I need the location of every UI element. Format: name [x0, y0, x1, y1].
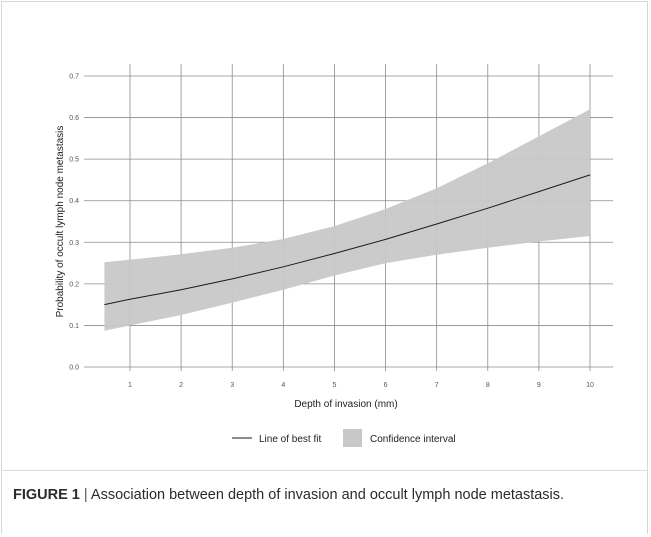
x-axis-title: Depth of invasion (mm): [294, 399, 397, 410]
y-tick-label: 0.7: [69, 74, 79, 81]
y-tick-label: 0.2: [69, 281, 79, 288]
caption-separator: |: [83, 487, 88, 503]
tick-labels: 0.0 0.1 0.2 0.3 0.4 0.5 0.6 0.7 1 2 3 4 5 6 7 8 9 10: [69, 74, 594, 390]
y-tick-label: 0.3: [69, 240, 79, 247]
legend: Line of best fit Confidence interval: [232, 429, 456, 447]
caption-label: FIGURE 1: [13, 487, 80, 503]
x-tick-label: 7: [435, 382, 439, 389]
y-tick-label: 0.0: [69, 365, 79, 372]
x-tick-label: 1: [128, 382, 132, 389]
y-tick-label: 0.4: [69, 198, 79, 205]
x-tick-label: 2: [179, 382, 183, 389]
caption-text: Association between depth of invasion an…: [90, 487, 565, 503]
y-axis-title: Probability of occult lymph node metasta…: [55, 126, 66, 318]
y-tick-label: 0.5: [69, 157, 79, 164]
best-fit-line-layer: [104, 174, 591, 306]
legend-band-swatch: [343, 429, 362, 447]
confidence-band-layer: [104, 109, 591, 331]
x-tick-label: 3: [230, 382, 234, 389]
chart: 0.0 0.1 0.2 0.3 0.4 0.5 0.6 0.7 1 2 3 4 5 6 7 8 9 10 Dept…: [55, 64, 613, 447]
caption-divider: [1, 470, 648, 471]
best-fit-line: [104, 174, 591, 306]
x-tick-label: 4: [281, 382, 285, 389]
x-tick-label: 8: [486, 382, 490, 389]
x-tick-label: 10: [586, 382, 594, 389]
x-tick-label: 5: [332, 382, 336, 389]
y-tick-label: 0.1: [69, 323, 79, 330]
figure-caption: FIGURE 1 | Association between depth of …: [13, 485, 638, 506]
x-tick-label: 6: [384, 382, 388, 389]
x-tick-label: 9: [537, 382, 541, 389]
confidence-band: [104, 109, 591, 331]
y-tick-label: 0.6: [69, 115, 79, 122]
legend-label-best-fit: Line of best fit: [259, 434, 321, 445]
legend-label-confidence-interval: Confidence interval: [370, 434, 456, 445]
